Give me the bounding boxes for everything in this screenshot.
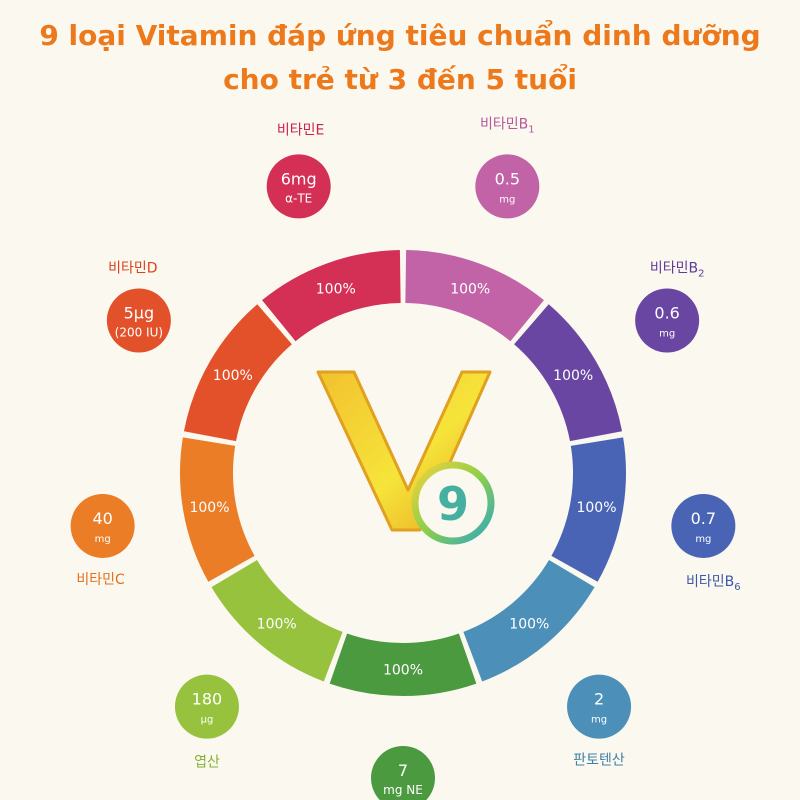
v9-logo: 9 <box>316 370 495 545</box>
amount-unit: (200 IU) <box>115 326 163 340</box>
page-title: 9 loại Vitamin đáp ứng tiêu chuẩn dinh d… <box>0 14 800 102</box>
amount-value: 0.7 <box>691 509 716 528</box>
wheel-segment <box>405 250 544 342</box>
segment-percent-label: 100% <box>189 500 229 516</box>
amount-unit: mg <box>591 715 607 726</box>
wheel-segment <box>211 560 343 682</box>
wheel-segment <box>183 304 292 442</box>
amount-bubble <box>266 154 331 219</box>
vitamin-name-subscript: 6 <box>734 582 740 593</box>
amount-value: 7 <box>398 761 408 780</box>
wheel-segments: 100% 100% 100% 100% 100% 100% 100% 100% 100% <box>179 250 627 697</box>
amount-bubble <box>106 288 171 353</box>
amount-value: 180 <box>192 690 223 709</box>
amount-unit: mg NE <box>383 783 423 797</box>
vitamin-bubbles: 0.5 mg 0.6 mg 0.7 mg 2 mg 7 mg NE 180 μg 40 mg 5μg (200… <box>70 154 736 800</box>
wheel-segment <box>514 304 623 442</box>
nine-ring <box>411 461 495 545</box>
vitamin-name-subscript: 2 <box>698 269 704 280</box>
amount-unit: mg <box>499 194 515 205</box>
v-letter-mark <box>316 370 492 532</box>
wheel-segment <box>262 250 401 342</box>
segment-percent-label: 100% <box>257 617 297 633</box>
amount-value: 0.6 <box>654 304 679 323</box>
amount-bubble <box>635 288 700 353</box>
segment-percent-label: 100% <box>383 663 423 679</box>
vitamin-name-subscript: 1 <box>528 124 534 135</box>
amount-unit: mg <box>695 534 711 545</box>
segment-percent-label: 100% <box>213 368 253 384</box>
amount-value: 5μg <box>124 304 155 323</box>
amount-value: 2 <box>594 690 604 709</box>
title-line-2: cho trẻ từ 3 đến 5 tuổi <box>223 63 577 96</box>
amount-value: 40 <box>92 509 112 528</box>
vitamin-name: 비타민E <box>277 122 325 138</box>
vitamin-name: 판토텐산 <box>573 753 625 769</box>
amount-bubble <box>371 746 435 800</box>
vitamin-name: 비타민D <box>108 261 157 277</box>
amount-value: 6mg <box>281 169 317 188</box>
vitamin-name: 비타민B1 <box>480 116 535 135</box>
amount-bubble <box>70 493 135 558</box>
vitamin-name: 엽산 <box>194 755 220 771</box>
amount-bubble <box>671 493 736 558</box>
vitamin-name: 비타민C <box>76 572 125 588</box>
segment-percent-label: 100% <box>450 281 490 297</box>
amount-unit: μg <box>201 715 214 726</box>
segment-percent-label: 100% <box>509 617 549 633</box>
wheel-segment <box>551 437 627 582</box>
logo-number: 9 <box>437 477 469 531</box>
amount-unit: mg <box>659 329 675 340</box>
vitamin-name: 비타민B6 <box>686 574 741 593</box>
segment-percent-label: 100% <box>576 500 616 516</box>
amount-bubble <box>475 154 540 219</box>
segment-percent-label: 100% <box>553 368 593 384</box>
amount-bubble <box>567 674 632 739</box>
amount-value: 0.5 <box>495 169 520 188</box>
segment-percent-label: 100% <box>316 281 356 297</box>
wheel-segment <box>329 633 477 697</box>
amount-bubble <box>174 674 239 739</box>
vitamin-name: 비타민B2 <box>650 261 705 280</box>
wheel-segment <box>463 560 595 682</box>
amount-unit: mg <box>95 534 111 545</box>
amount-unit: α-TE <box>285 191 312 205</box>
title-line-1: 9 loại Vitamin đáp ứng tiêu chuẩn dinh d… <box>39 19 761 52</box>
wheel-segment <box>179 437 255 582</box>
vitamin-names: 비타민B1비타민B2비타민B6판토텐산나이아신엽산비타민C비타민D비타민E <box>76 116 741 771</box>
